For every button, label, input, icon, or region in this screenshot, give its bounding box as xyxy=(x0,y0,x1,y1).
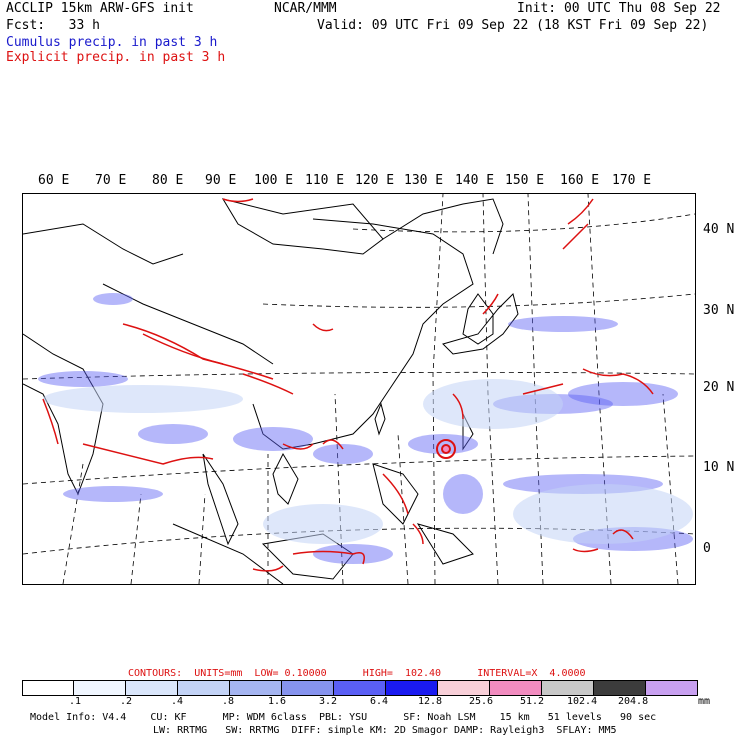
lat-label: 20 N xyxy=(703,380,735,395)
lon-label: 70 E xyxy=(95,173,127,188)
lon-label: 130 E xyxy=(404,173,444,188)
legend-swatch xyxy=(646,681,697,695)
lon-label: 120 E xyxy=(355,173,395,188)
legend-tick: 6.4 xyxy=(370,696,389,707)
legend-tick: .2 xyxy=(120,696,133,707)
light-precip xyxy=(43,379,693,544)
legend-tick: 25.6 xyxy=(469,696,494,707)
lon-label: 160 E xyxy=(560,173,600,188)
legend-swatch xyxy=(74,681,126,695)
contours-info: CONTOURS: UNITS=mm LOW= 0.10000 HIGH= 10… xyxy=(128,668,586,679)
legend-swatch xyxy=(230,681,282,695)
lon-label: 80 E xyxy=(152,173,184,188)
legend-colorbar xyxy=(22,680,698,696)
lon-label: 140 E xyxy=(455,173,495,188)
legend-tick: 12.8 xyxy=(418,696,443,707)
legend-tick: 51.2 xyxy=(520,696,545,707)
lon-label: 170 E xyxy=(612,173,652,188)
legend-swatch xyxy=(282,681,334,695)
legend-tick: 102.4 xyxy=(567,696,598,707)
lon-label: 100 E xyxy=(254,173,294,188)
cumulus-legend-label: Cumulus precip. in past 3 h xyxy=(6,35,218,50)
legend-swatch xyxy=(490,681,542,695)
legend-tick: .1 xyxy=(69,696,82,707)
legend-swatch xyxy=(23,681,74,695)
model-info: Model Info: V4.4 CU: KF MP: WDM 6class P… xyxy=(30,712,657,723)
precip-map xyxy=(22,193,696,585)
lon-label: 110 E xyxy=(305,173,345,188)
explicit-precip xyxy=(42,198,654,572)
init-time: Init: 00 UTC Thu 08 Sep 22 xyxy=(517,1,721,16)
explicit-legend-label: Explicit precip. in past 3 h xyxy=(6,50,226,65)
lat-label: 10 N xyxy=(703,460,735,475)
legend-tick: .4 xyxy=(171,696,184,707)
valid-time: Valid: 09 UTC Fri 09 Sep 22 (18 KST Fri … xyxy=(317,18,709,33)
legend-tick: 3.2 xyxy=(319,696,338,707)
institution-label: NCAR/MMM xyxy=(274,1,337,16)
legend-unit: mm xyxy=(698,696,711,707)
legend-swatch xyxy=(542,681,594,695)
model-title: ACCLIP 15km ARW-GFS init xyxy=(6,1,194,16)
legend-swatch xyxy=(438,681,490,695)
legend-tick: 1.6 xyxy=(268,696,287,707)
lat-label: 30 N xyxy=(703,303,735,318)
lat-label: 40 N xyxy=(703,222,735,237)
forecast-hour: Fcst: 33 h xyxy=(6,18,100,33)
legend-swatch xyxy=(594,681,646,695)
lon-label: 60 E xyxy=(38,173,70,188)
lon-label: 90 E xyxy=(205,173,237,188)
legend-tick: 204.8 xyxy=(618,696,649,707)
legend-swatch xyxy=(178,681,230,695)
typhoon-marker xyxy=(436,439,456,459)
legend-swatch xyxy=(386,681,438,695)
legend-tick: .8 xyxy=(222,696,235,707)
legend-swatch xyxy=(334,681,386,695)
physics-info: LW: RRTMG SW: RRTMG DIFF: simple KM: 2D … xyxy=(153,725,617,736)
legend-swatch xyxy=(126,681,178,695)
lat-label: 0 xyxy=(703,541,711,556)
lon-label: 150 E xyxy=(505,173,545,188)
